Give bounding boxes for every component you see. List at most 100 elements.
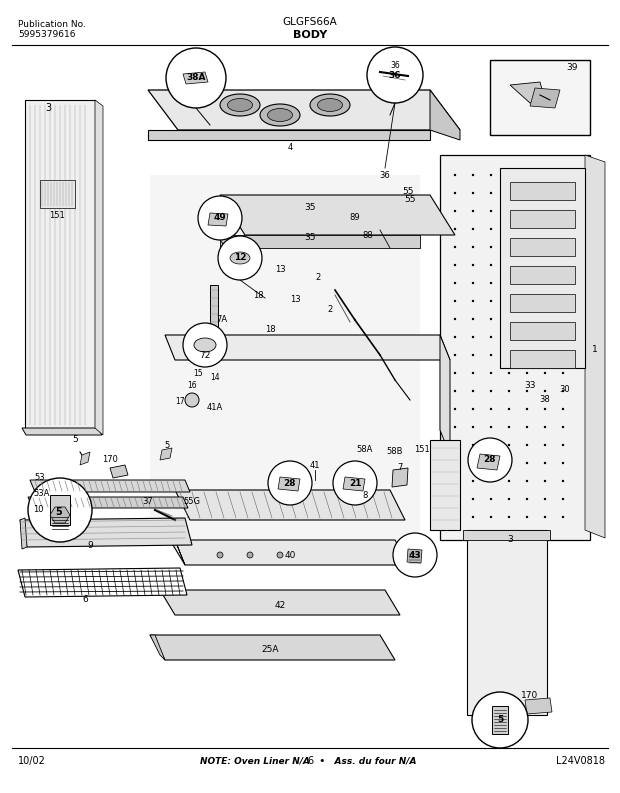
Circle shape [526,390,528,393]
Circle shape [198,196,242,240]
Circle shape [562,246,564,248]
Polygon shape [22,428,102,435]
Circle shape [508,480,510,482]
Circle shape [472,372,474,374]
Circle shape [562,300,564,302]
Polygon shape [430,440,460,530]
Text: 33: 33 [525,381,536,389]
Polygon shape [148,130,430,140]
Text: 170: 170 [102,455,118,465]
Polygon shape [440,155,590,540]
Circle shape [454,498,456,500]
Ellipse shape [260,104,300,126]
Text: 13: 13 [275,266,285,274]
Circle shape [508,300,510,302]
Circle shape [472,300,474,302]
Circle shape [544,480,546,482]
Circle shape [490,228,492,230]
Polygon shape [165,335,450,360]
Circle shape [526,192,528,194]
Circle shape [526,408,528,410]
Text: 28: 28 [284,478,296,488]
Text: 2: 2 [316,274,321,282]
Polygon shape [183,72,208,84]
Text: 151: 151 [49,210,65,220]
Text: 38A: 38A [186,74,206,82]
Circle shape [367,47,423,103]
Circle shape [472,515,474,518]
Circle shape [490,408,492,410]
Circle shape [508,282,510,284]
Circle shape [508,354,510,356]
Circle shape [472,354,474,356]
Text: 35: 35 [304,233,316,243]
Circle shape [508,444,510,446]
Circle shape [544,354,546,356]
Circle shape [526,282,528,284]
Polygon shape [150,635,395,660]
Circle shape [490,174,492,176]
Text: 9: 9 [87,541,93,550]
Circle shape [333,461,377,505]
Circle shape [490,480,492,482]
Text: 1: 1 [592,346,598,354]
Polygon shape [525,698,552,714]
Circle shape [526,264,528,266]
Circle shape [490,515,492,518]
Text: 151: 151 [414,446,430,454]
Polygon shape [170,540,185,565]
Polygon shape [220,235,420,248]
Text: L24V0818: L24V0818 [556,756,605,766]
Bar [510,182,575,200]
Circle shape [508,515,510,518]
Circle shape [472,462,474,464]
Circle shape [454,192,456,194]
Text: 3: 3 [507,535,513,545]
Polygon shape [392,468,408,487]
Text: 7A: 7A [216,316,228,324]
Text: 8: 8 [362,491,368,500]
Circle shape [490,264,492,266]
Text: 17: 17 [175,397,185,407]
Circle shape [454,480,456,482]
Text: BODY: BODY [293,30,327,40]
Circle shape [544,426,546,428]
Circle shape [185,393,199,407]
Circle shape [526,228,528,230]
Polygon shape [150,635,165,660]
Circle shape [490,498,492,500]
Polygon shape [585,155,605,538]
Polygon shape [50,507,70,523]
Text: 36: 36 [379,170,391,179]
Polygon shape [210,285,218,360]
Circle shape [508,318,510,320]
Circle shape [508,462,510,464]
Text: 36: 36 [389,71,401,79]
Ellipse shape [220,94,260,116]
Circle shape [472,498,474,500]
Text: 7: 7 [397,462,402,472]
Text: 53A: 53A [34,488,50,497]
Text: ReplacementParts.com: ReplacementParts.com [237,390,383,403]
Text: 40: 40 [285,550,296,560]
Circle shape [508,390,510,393]
Polygon shape [440,335,450,455]
Circle shape [454,210,456,213]
Circle shape [268,461,312,505]
Circle shape [562,408,564,410]
Circle shape [544,515,546,518]
Circle shape [544,335,546,338]
Circle shape [454,426,456,428]
Circle shape [490,426,492,428]
Bar [510,350,575,368]
Text: 3: 3 [45,103,51,113]
Circle shape [562,174,564,176]
Circle shape [218,236,262,280]
Polygon shape [28,497,188,508]
Circle shape [490,390,492,393]
Circle shape [508,246,510,248]
Circle shape [562,354,564,356]
Text: 28: 28 [484,455,496,465]
Text: 41: 41 [310,461,321,469]
Text: 10/02: 10/02 [18,756,46,766]
